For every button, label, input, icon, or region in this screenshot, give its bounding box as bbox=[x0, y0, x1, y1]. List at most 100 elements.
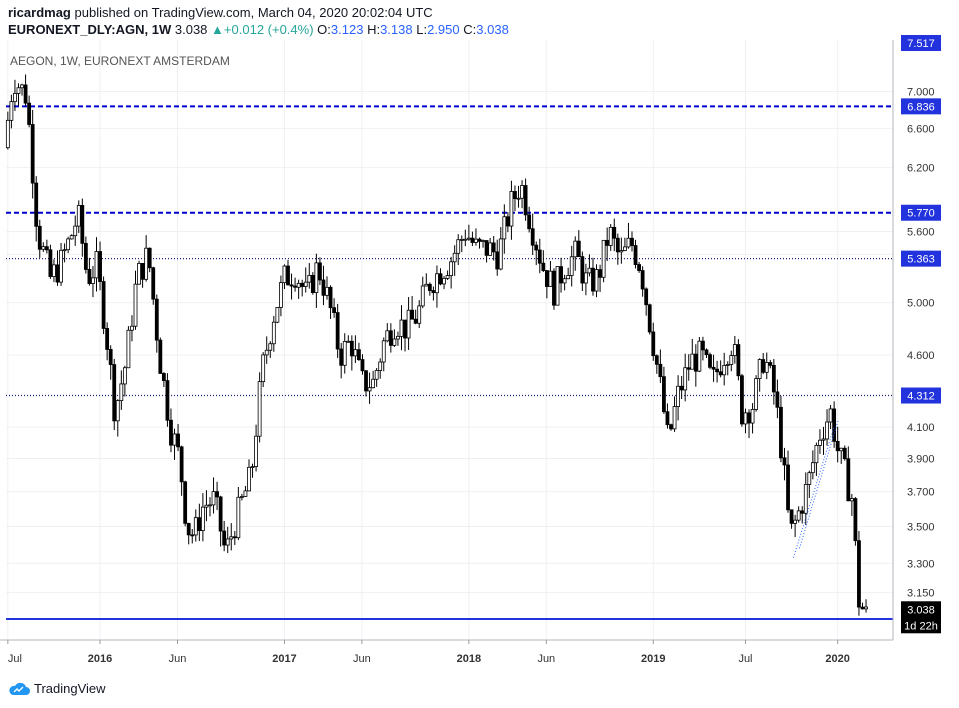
candle-down bbox=[534, 244, 539, 251]
candle-up bbox=[594, 269, 599, 292]
candle-up bbox=[52, 264, 56, 277]
candle-up bbox=[66, 238, 71, 251]
x-tick-label: 2017 bbox=[272, 653, 296, 665]
candle-down bbox=[388, 330, 393, 346]
y-tick-label: 3.150 bbox=[907, 588, 935, 600]
candle-down bbox=[87, 269, 92, 284]
candle-up bbox=[569, 256, 574, 276]
last-price: 3.038 bbox=[174, 22, 208, 37]
candle-down bbox=[357, 349, 361, 360]
candle-up bbox=[229, 536, 234, 540]
candle-up bbox=[520, 185, 524, 199]
candle-up bbox=[509, 191, 514, 227]
close-value: 3.038 bbox=[476, 22, 509, 37]
symbol-name: EURONEXT_DLY:AGN, 1W bbox=[8, 22, 172, 37]
publish-text: published on TradingView.com, March 04, … bbox=[74, 5, 433, 20]
candle-up bbox=[346, 340, 351, 343]
candle-up bbox=[420, 285, 425, 307]
x-tick-label: Jun bbox=[537, 653, 555, 665]
candle-up bbox=[239, 496, 244, 498]
candle-down bbox=[349, 340, 354, 357]
candle-up bbox=[200, 506, 205, 532]
candle-down bbox=[800, 510, 805, 514]
candle-down bbox=[293, 285, 297, 288]
candle-down bbox=[718, 371, 723, 376]
candle-down bbox=[576, 240, 581, 258]
candle-down bbox=[30, 124, 35, 184]
candle-up bbox=[378, 361, 383, 371]
candle-up bbox=[601, 239, 606, 278]
close-label: C: bbox=[463, 22, 477, 37]
price-axis: 7.0006.6006.2005.6005.4005.0004.6004.100… bbox=[907, 86, 935, 599]
candle-down bbox=[232, 536, 237, 539]
top-price-tag: 7.517 bbox=[907, 38, 935, 50]
candle-up bbox=[353, 349, 358, 357]
candle-up bbox=[452, 252, 457, 263]
y-tick-label: 3.700 bbox=[907, 487, 935, 499]
candle-up bbox=[732, 344, 737, 356]
candle-down bbox=[686, 367, 691, 370]
candle-up bbox=[587, 267, 592, 274]
candle-down bbox=[55, 264, 60, 283]
y-tick-label: 7.000 bbox=[907, 86, 935, 98]
candle-down bbox=[846, 458, 851, 502]
level-price-tag-bg bbox=[901, 204, 941, 221]
candle-up bbox=[303, 281, 308, 287]
candle-down bbox=[559, 266, 563, 284]
candle-down bbox=[630, 237, 634, 246]
candle-down bbox=[403, 319, 407, 339]
candle-up bbox=[115, 400, 120, 422]
candle-up bbox=[810, 462, 815, 474]
candle-up bbox=[807, 472, 812, 485]
candle-down bbox=[679, 385, 684, 391]
candle-up bbox=[69, 235, 74, 240]
footer-brand[interactable]: TradingView bbox=[34, 681, 106, 696]
candle-down bbox=[286, 265, 290, 286]
candle-down bbox=[197, 517, 202, 532]
candle-down bbox=[747, 412, 751, 424]
candles bbox=[5, 74, 868, 616]
candle-up bbox=[5, 119, 10, 149]
candle-down bbox=[835, 440, 840, 452]
candle-up bbox=[254, 435, 258, 467]
y-tick-label: 4.600 bbox=[907, 350, 935, 362]
candle-up bbox=[20, 84, 24, 89]
author-name[interactable]: ricardmag bbox=[8, 5, 71, 20]
candle-up bbox=[275, 307, 280, 323]
x-tick-label: 2019 bbox=[641, 653, 665, 665]
candle-up bbox=[562, 278, 567, 284]
candle-down bbox=[640, 270, 645, 290]
candle-up bbox=[690, 353, 695, 370]
candle-down bbox=[644, 288, 649, 306]
candle-down bbox=[34, 182, 39, 227]
candle-down bbox=[413, 318, 418, 324]
candle-up bbox=[502, 216, 507, 240]
candle-up bbox=[133, 283, 138, 327]
candle-up bbox=[796, 510, 801, 521]
open-label: O: bbox=[317, 22, 331, 37]
candle-down bbox=[704, 349, 709, 356]
high-value: 3.138 bbox=[380, 22, 413, 37]
candle-down bbox=[165, 380, 170, 421]
candle-down bbox=[513, 191, 517, 199]
candle-down bbox=[633, 245, 638, 265]
candle-down bbox=[693, 353, 698, 372]
candle-up bbox=[399, 319, 404, 337]
candle-up bbox=[583, 272, 588, 284]
candle-up bbox=[548, 270, 553, 287]
high-label: H: bbox=[367, 22, 381, 37]
candle-down bbox=[591, 267, 595, 292]
trendline-lower bbox=[792, 427, 835, 558]
candle-down bbox=[470, 237, 475, 243]
time-axis: Jul 2016 Jun 2017 Jun 2018 Jun 2019 Jul 2020 bbox=[7, 640, 850, 665]
candle-down bbox=[310, 275, 315, 293]
candle-up bbox=[764, 362, 769, 373]
candle-down bbox=[658, 363, 663, 378]
candle-up bbox=[821, 438, 826, 441]
candle-down bbox=[154, 298, 159, 341]
candle-up bbox=[818, 439, 822, 446]
candle-down bbox=[169, 419, 173, 446]
tradingview-cloud-icon[interactable] bbox=[8, 682, 30, 696]
